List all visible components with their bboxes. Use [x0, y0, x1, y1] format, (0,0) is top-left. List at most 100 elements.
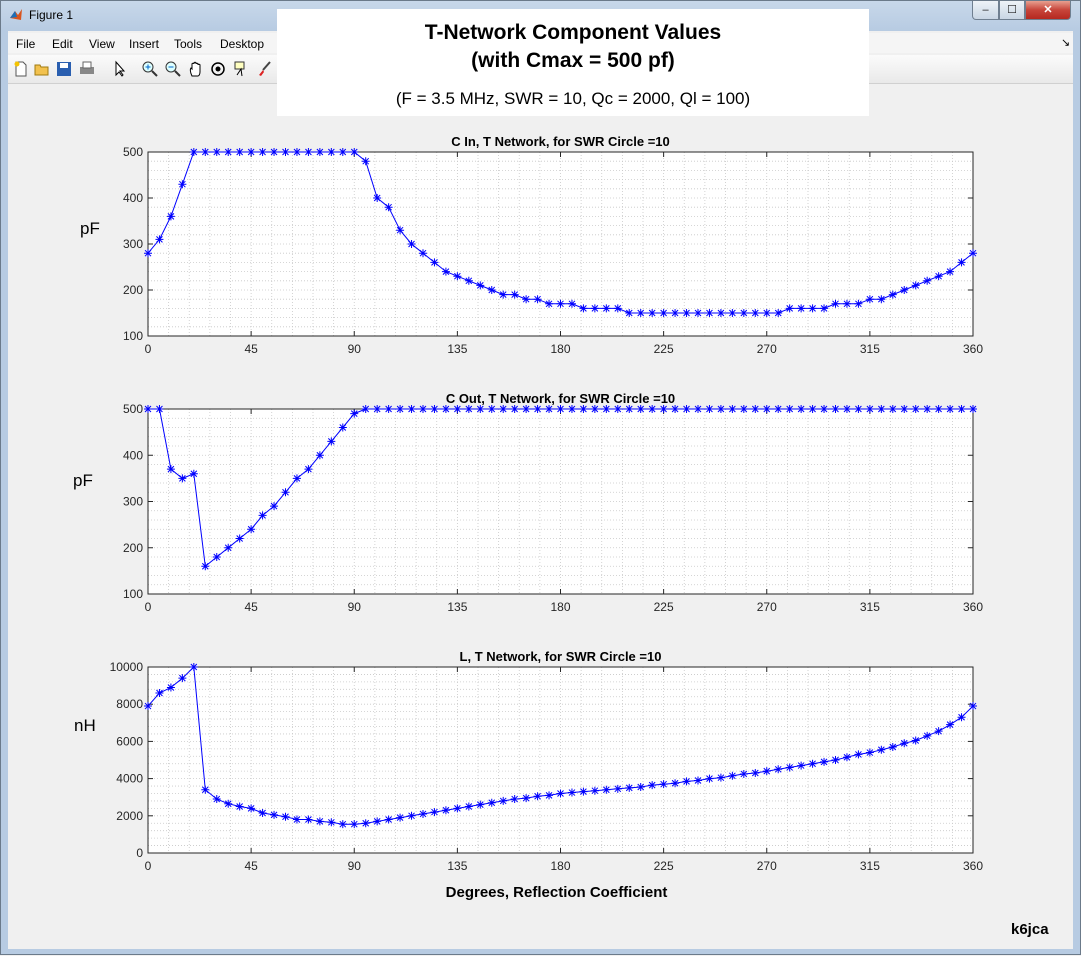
data-point-marker — [224, 799, 233, 808]
data-point-marker — [144, 249, 152, 258]
x-tick-label: 90 — [348, 342, 362, 356]
menu-insert[interactable]: Insert — [129, 37, 160, 51]
y-tick-label: 2000 — [116, 809, 143, 823]
data-point-marker — [969, 249, 977, 258]
menu-file[interactable]: File — [16, 37, 36, 51]
data-point-marker — [613, 784, 622, 793]
x-tick-label: 90 — [348, 859, 362, 873]
data-point-marker — [315, 451, 324, 460]
subplot-title: L, T Network, for SWR Circle =10 — [460, 649, 662, 664]
data-point-marker — [373, 194, 382, 202]
data-point-marker — [774, 405, 783, 413]
data-point-marker — [522, 794, 531, 803]
brush-icon[interactable] — [256, 60, 274, 78]
data-point-marker — [361, 405, 370, 413]
data-point-marker — [430, 405, 439, 413]
data-point-marker — [648, 781, 657, 790]
data-point-marker — [166, 212, 175, 221]
data-point-marker — [774, 309, 783, 317]
x-tick-label: 45 — [244, 859, 258, 873]
title-bar[interactable]: Figure 1 – ☐ ✕ — [1, 1, 1080, 31]
data-point-marker — [820, 757, 829, 766]
x-tick-label: 45 — [244, 600, 258, 614]
rotate-3d-icon[interactable] — [209, 60, 227, 78]
data-point-marker — [396, 813, 405, 822]
open-file-icon[interactable] — [33, 60, 51, 78]
close-button[interactable]: ✕ — [1025, 1, 1071, 20]
data-point-marker — [144, 405, 152, 413]
menu-edit[interactable]: Edit — [52, 37, 73, 51]
data-point-marker — [694, 309, 702, 317]
data-cursor-icon[interactable] — [232, 60, 250, 78]
data-point-marker — [281, 488, 290, 497]
data-point-marker — [499, 405, 508, 413]
data-point-marker — [247, 804, 256, 813]
data-point-marker — [258, 148, 267, 156]
data-point-marker — [934, 272, 943, 281]
data-point-marker — [946, 720, 955, 729]
data-point-marker — [694, 405, 702, 413]
data-point-marker — [854, 299, 863, 308]
data-point-marker — [774, 765, 783, 774]
data-point-marker — [648, 405, 657, 413]
menu-view[interactable]: View — [89, 37, 115, 51]
data-point-marker — [888, 405, 897, 413]
data-point-marker — [659, 405, 668, 413]
menu-expand-icon[interactable]: ↘ — [1061, 37, 1071, 49]
data-point-marker — [682, 405, 691, 413]
data-point-marker — [235, 534, 244, 543]
maximize-button[interactable]: ☐ — [999, 1, 1025, 20]
data-point-marker — [476, 800, 485, 809]
data-point-marker — [155, 689, 164, 698]
data-point-marker — [407, 405, 416, 413]
data-point-marker — [464, 276, 473, 285]
window-title: Figure 1 — [29, 8, 74, 22]
data-point-marker — [487, 405, 496, 413]
data-point-marker — [258, 809, 267, 818]
data-point-marker — [430, 808, 439, 817]
data-point-marker — [842, 299, 851, 308]
data-point-marker — [877, 405, 886, 413]
figure-subtitle: (F = 3.5 MHz, SWR = 10, Qc = 2000, Ql = … — [395, 89, 751, 108]
data-point-marker — [533, 792, 542, 801]
data-point-marker — [602, 304, 611, 313]
data-point-marker — [464, 405, 473, 413]
y-tick-label: 10000 — [110, 660, 144, 674]
save-icon[interactable] — [55, 60, 73, 78]
data-point-marker — [292, 474, 301, 483]
minimize-button[interactable]: – — [972, 1, 999, 20]
zoom-in-icon[interactable] — [141, 60, 159, 78]
pan-icon[interactable] — [187, 60, 205, 78]
data-point-marker — [808, 759, 817, 768]
x-tick-label: 225 — [654, 600, 674, 614]
x-tick-label: 90 — [348, 600, 362, 614]
data-point-marker — [923, 731, 932, 740]
data-point-marker — [270, 502, 279, 511]
print-icon[interactable] — [78, 60, 96, 78]
data-point-marker — [144, 702, 152, 711]
data-point-marker — [900, 739, 909, 748]
data-point-marker — [831, 405, 840, 413]
data-point-marker — [453, 272, 462, 281]
zoom-out-icon[interactable] — [164, 60, 182, 78]
menu-desktop[interactable]: Desktop — [220, 37, 265, 51]
data-point-marker — [659, 780, 668, 789]
data-point-marker — [911, 281, 920, 290]
data-point-marker — [671, 779, 680, 788]
data-point-marker — [613, 304, 622, 313]
y-tick-label: 200 — [123, 541, 143, 555]
data-point-marker — [464, 802, 473, 811]
x-tick-label: 360 — [963, 859, 983, 873]
data-point-marker — [888, 742, 897, 751]
menu-tools[interactable]: Tools — [174, 37, 203, 51]
new-figure-icon[interactable] — [12, 60, 30, 78]
pointer-icon[interactable] — [111, 60, 129, 78]
data-point-marker — [808, 405, 817, 413]
data-point-marker — [785, 405, 794, 413]
data-point-marker — [625, 405, 634, 413]
data-point-marker — [189, 469, 198, 478]
data-point-marker — [671, 309, 680, 317]
data-point-marker — [659, 309, 668, 317]
data-point-marker — [785, 763, 794, 772]
